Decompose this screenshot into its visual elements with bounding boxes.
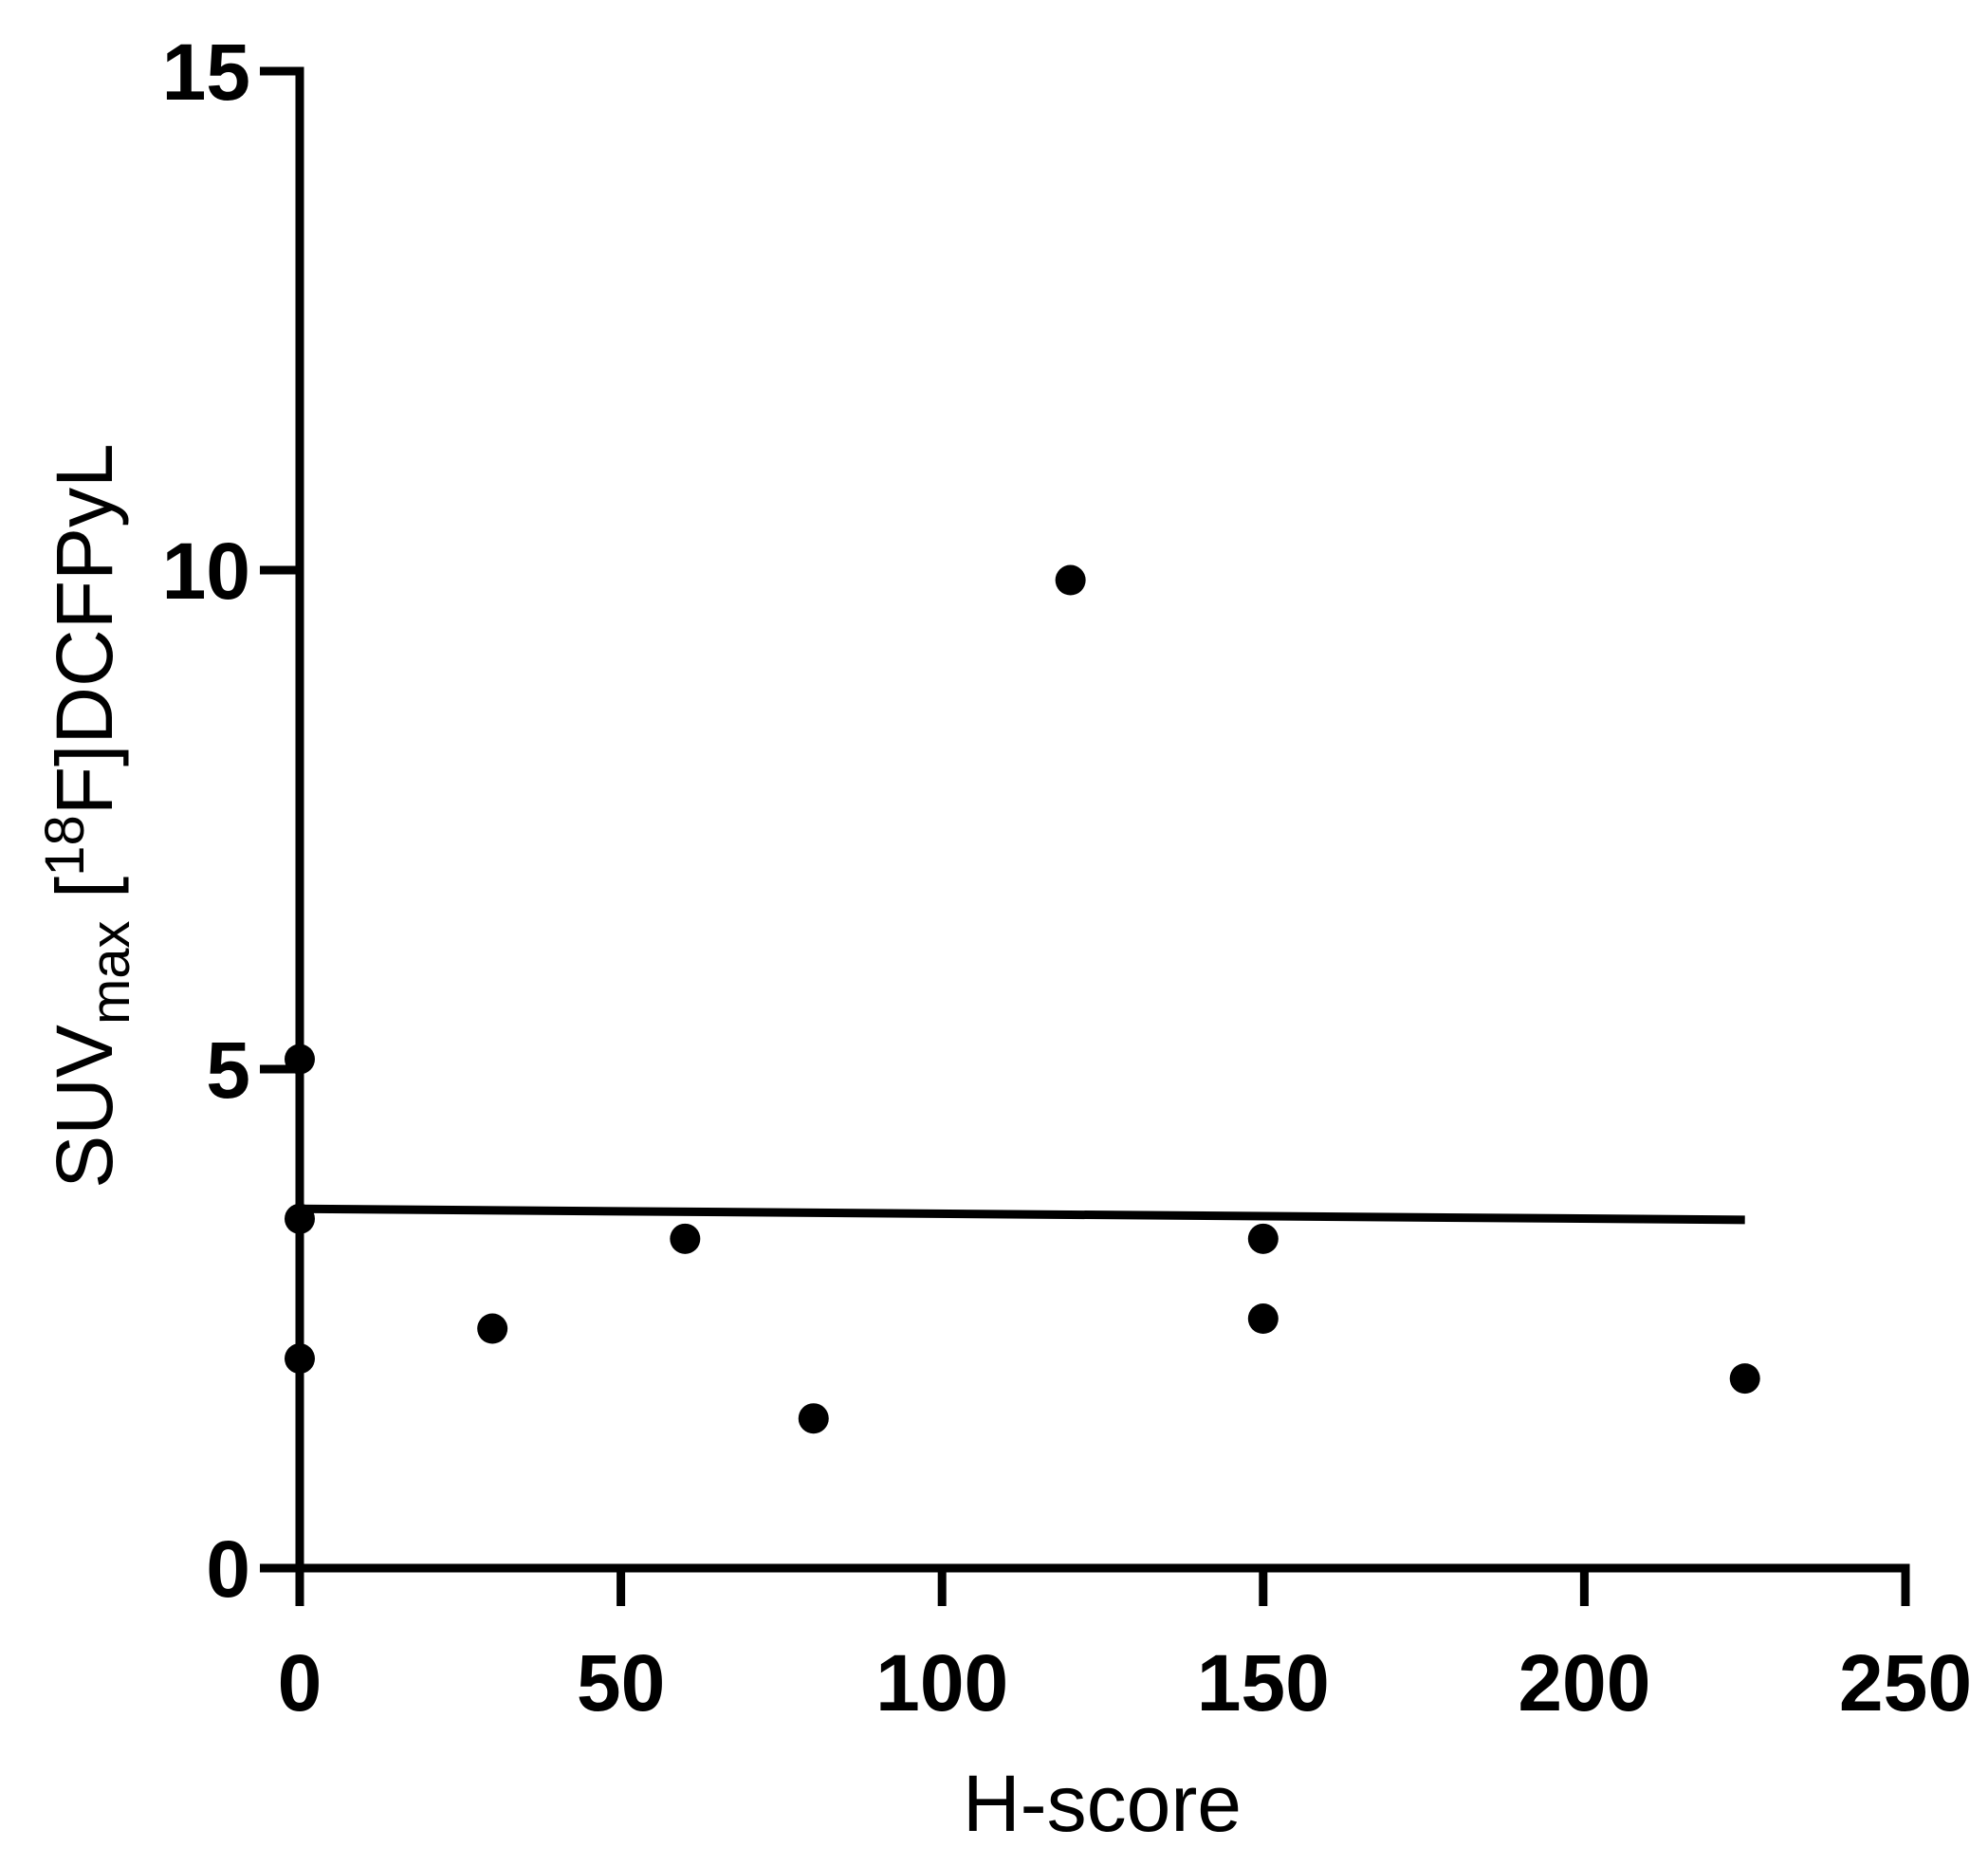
x-tick-label: 100 xyxy=(875,1638,1008,1727)
x-tick-label: 250 xyxy=(1839,1638,1972,1727)
y-tick-label: 15 xyxy=(162,28,250,117)
point xyxy=(285,1343,315,1375)
y-title-superscript: 18 xyxy=(34,815,96,877)
point xyxy=(1247,1303,1279,1334)
y-tick-label: 5 xyxy=(206,1025,250,1115)
y-axis-title: SUVmax [18F]DCFPyL xyxy=(34,443,141,1189)
y-title-main: SUV xyxy=(40,1025,129,1189)
point xyxy=(1055,564,1086,596)
point xyxy=(798,1403,829,1434)
y-tick-label: 0 xyxy=(206,1524,250,1614)
x-tick-label: 150 xyxy=(1197,1638,1330,1727)
x-tick-label: 0 xyxy=(278,1638,322,1727)
x-tick-label: 50 xyxy=(577,1638,665,1727)
y-title-rest: F]DCFPyL xyxy=(40,443,129,815)
y-title-subscript: max xyxy=(80,920,141,1025)
point xyxy=(1247,1223,1279,1254)
x-axis-title: H-score xyxy=(963,1759,1242,1848)
point xyxy=(285,1203,315,1234)
point xyxy=(285,1044,315,1075)
point xyxy=(1729,1363,1760,1395)
fit-line xyxy=(299,1204,1745,1225)
y-title-bracket: [ xyxy=(40,877,129,921)
x-tick-label: 200 xyxy=(1518,1638,1650,1727)
y-tick-label: 10 xyxy=(162,527,250,616)
point xyxy=(477,1313,508,1344)
point xyxy=(670,1223,701,1254)
